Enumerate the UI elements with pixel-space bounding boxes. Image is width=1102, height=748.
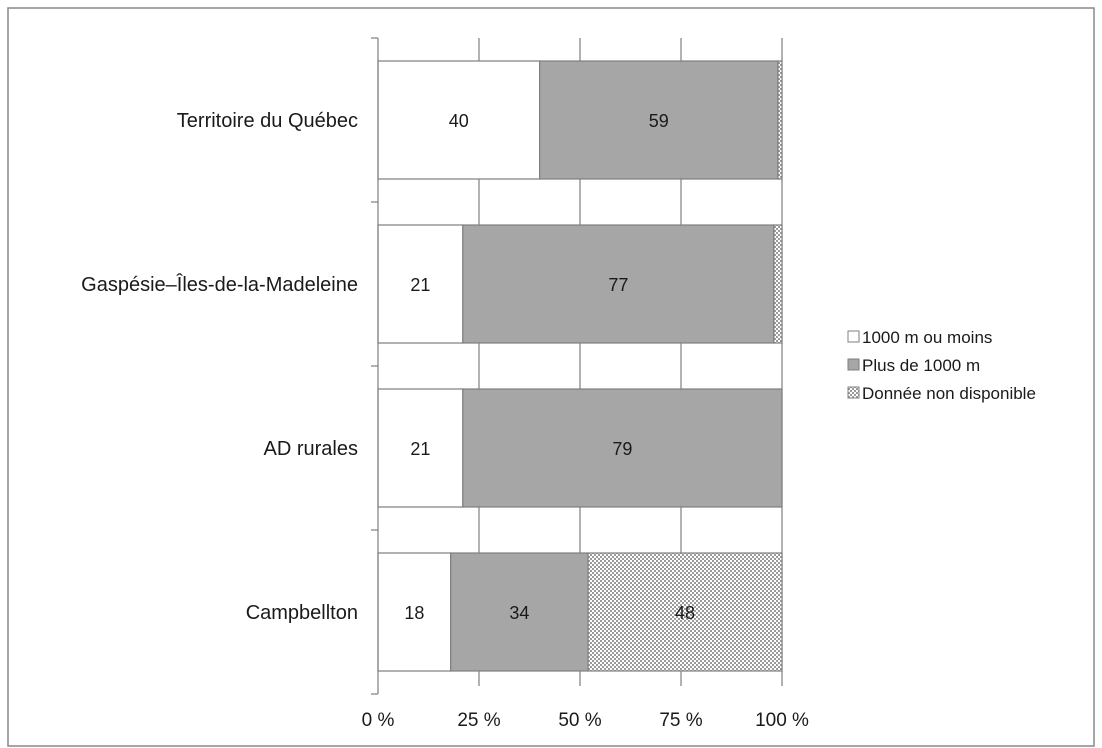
data-label-1000-m-ou-moins-campbellton: 18 (404, 603, 424, 623)
bar-1000-m-ou-moins-gaspesie-iles-de-la-madeleine (377, 224, 464, 344)
bar-plus-de-1000-m-territoire-du-quebec (538, 60, 779, 180)
bar-plus-de-1000-m-campbellton (450, 552, 589, 672)
legend-label-1000-m-ou-moins: 1000 m ou moins (862, 328, 992, 347)
data-label-1000-m-ou-moins-gaspesie-iles-de-la-madeleine: 21 (410, 275, 430, 295)
data-label-1000-m-ou-moins-ad-rurales: 21 (410, 439, 430, 459)
data-label-donnee-non-disponible-campbellton: 48 (675, 603, 695, 623)
data-label-plus-de-1000-m-gaspesie-iles-de-la-madeleine: 77 (608, 275, 628, 295)
axis-layer: 0 % 25 % 50 % 75 % 100 % Territoire du Québec… (81, 37, 809, 731)
legend-swatch-donnee-non-disponible (847, 386, 860, 399)
x-tick-label-1: 25 % (457, 710, 500, 731)
bar-plus-de-1000-m-ad-rurales (462, 388, 783, 508)
legend-swatch-1000-m-ou-moins (847, 330, 860, 343)
data-label-plus-de-1000-m-territoire-du-quebec: 59 (649, 111, 669, 131)
category-label-gaspesie-iles-de-la-madeleine: Gaspésie–Îles-de-la-Madeleine (81, 273, 358, 296)
bar-1000-m-ou-moins-territoire-du-quebec (377, 60, 541, 180)
bar-donnee-non-disponible-campbellton (587, 552, 783, 672)
bar-plus-de-1000-m-gaspesie-iles-de-la-madeleine (462, 224, 775, 344)
data-label-1000-m-ou-moins-territoire-du-quebec: 40 (449, 111, 469, 131)
x-tick-label-4: 100 % (755, 710, 809, 731)
category-label-campbellton: Campbellton (246, 602, 358, 624)
x-tick-label-2: 50 % (558, 710, 601, 731)
category-label-ad-rurales: AD rurales (264, 438, 358, 460)
x-tick-label-0: 0 % (362, 710, 395, 731)
data-label-plus-de-1000-m-ad-rurales: 79 (612, 439, 632, 459)
legend-swatch-plus-de-1000-m (847, 358, 860, 371)
legend: 1000 m ou moins Plus de 1000 m Donnée non … (847, 328, 1036, 403)
bar-1000-m-ou-moins-campbellton (377, 552, 452, 672)
bar-donnee-non-disponible-territoire-du-quebec (777, 60, 783, 180)
bars-layer: 40 59 21 77 21 79 18 34 48 (377, 60, 783, 672)
x-tick-label-3: 75 % (659, 710, 702, 731)
legend-label-plus-de-1000-m: Plus de 1000 m (862, 356, 980, 375)
data-label-plus-de-1000-m-campbellton: 34 (509, 603, 529, 623)
bar-donnee-non-disponible-gaspesie-iles-de-la-madeleine (773, 224, 783, 344)
legend-label-donnee-non-disponible: Donnée non disponible (862, 384, 1036, 403)
category-label-territoire-du-quebec: Territoire du Québec (177, 110, 358, 132)
